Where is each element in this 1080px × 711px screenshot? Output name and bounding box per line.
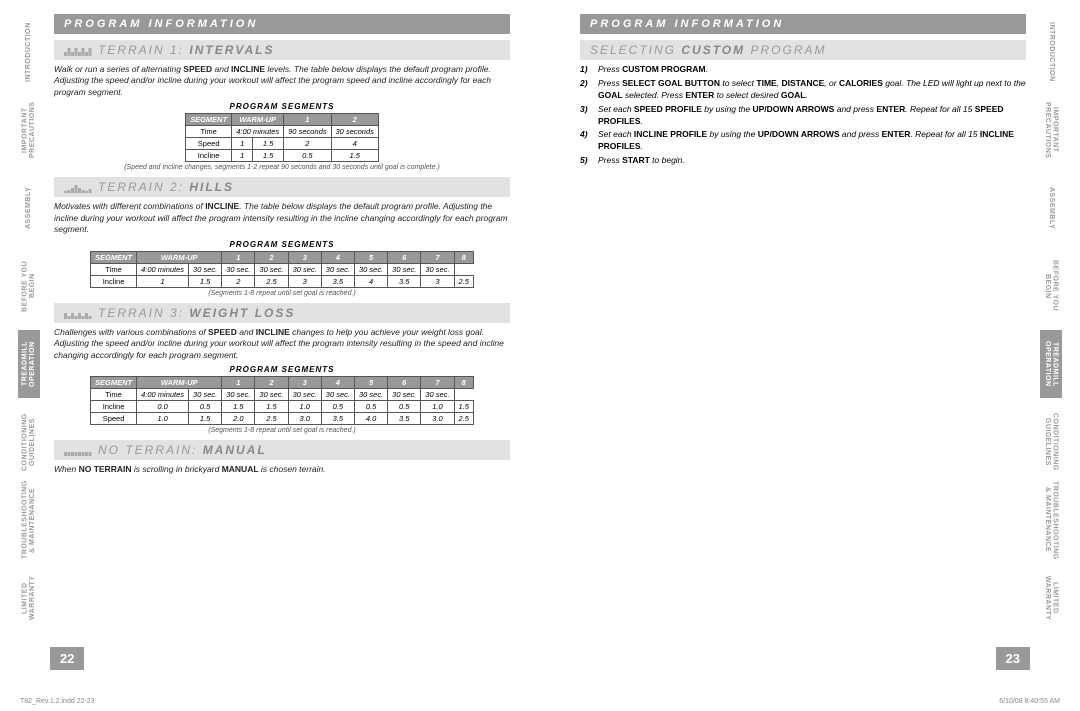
step-item: Set each SPEED PROFILE by using the UP/D… xyxy=(580,104,1026,128)
side-tab-assembly[interactable]: ASSEMBLY xyxy=(18,174,40,242)
section-terrain1: TERRAIN 1: INTERVALS xyxy=(54,40,510,60)
terrain3-title-bold: WEIGHT LOSS xyxy=(189,306,295,320)
manual-icon xyxy=(64,445,92,455)
side-tab-important-precautions[interactable]: IMPORTANT PRECAUTIONS xyxy=(18,96,40,164)
terrain1-body: Walk or run a series of alternating SPEE… xyxy=(54,64,510,98)
step-item: Press START to begin. xyxy=(580,155,1026,167)
side-tab-conditioning-guidelines[interactable]: CONDITIONING GUIDELINES xyxy=(1040,408,1062,476)
custom-title-suffix: PROGRAM xyxy=(750,43,826,57)
custom-steps: Press CUSTOM PROGRAM. Press SELECT GOAL B… xyxy=(580,64,1026,167)
section-custom: SELECTING CUSTOM PROGRAM xyxy=(580,40,1026,60)
terrain2-note: (Segments 1-8 repeat until set goal is r… xyxy=(54,290,510,297)
terrain3-body: Challenges with various combinations of … xyxy=(54,327,510,361)
noterrain-title-bold: MANUAL xyxy=(203,443,267,457)
side-tab-treadmill-operation[interactable]: TREADMILL OPERATION xyxy=(1040,330,1062,398)
noterrain-title-prefix: NO TERRAIN: xyxy=(98,443,197,457)
terrain2-seg-title: PROGRAM SEGMENTS xyxy=(54,240,510,249)
footer-left: T82_Rev.1.2.indd 22-23 xyxy=(20,698,95,705)
side-tab-limited-warranty[interactable]: LIMITED WARRANTY xyxy=(1040,564,1062,632)
side-tab-limited-warranty[interactable]: LIMITED WARRANTY xyxy=(18,564,40,632)
step-item: Set each INCLINE PROFILE by using the UP… xyxy=(580,129,1026,153)
step-item: Press CUSTOM PROGRAM. xyxy=(580,64,1026,76)
terrain2-title-bold: HILLS xyxy=(189,180,234,194)
intervals-icon xyxy=(64,45,92,55)
side-tabs-right: INTRODUCTION IMPORTANT PRECAUTIONS ASSEMBL… xyxy=(1040,18,1062,658)
side-tab-treadmill-operation[interactable]: TREADMILL OPERATION xyxy=(18,330,40,398)
terrain3-note: (Segments 1-8 repeat until set goal is r… xyxy=(54,427,510,434)
page-number-left: 22 xyxy=(50,647,84,670)
side-tabs-left: INTRODUCTION IMPORTANT PRECAUTIONS ASSEMBL… xyxy=(18,18,40,658)
side-tab-troubleshooting-maintenance[interactable]: TROUBLESHOOTING & MAINTENANCE xyxy=(1040,486,1062,554)
terrain3-title-prefix: TERRAIN 3: xyxy=(98,306,184,320)
terrain2-body: Motivates with different combinations of… xyxy=(54,201,510,235)
footer: T82_Rev.1.2.indd 22-23 6/10/08 8:40:55 A… xyxy=(20,698,1060,705)
terrain1-title-prefix: TERRAIN 1: xyxy=(98,43,184,57)
side-tab-important-precautions[interactable]: IMPORTANT PRECAUTIONS xyxy=(1040,96,1062,164)
side-tab-before-you-begin[interactable]: BEFORE YOU BEGIN xyxy=(1040,252,1062,320)
step-item: Press SELECT GOAL BUTTON to select TIME,… xyxy=(580,78,1026,102)
custom-title-prefix: SELECTING xyxy=(590,43,676,57)
side-tab-assembly[interactable]: ASSEMBLY xyxy=(1040,174,1062,242)
terrain3-seg-title: PROGRAM SEGMENTS xyxy=(54,365,510,374)
footer-right: 6/10/08 8:40:55 AM xyxy=(999,698,1060,705)
weight-loss-icon xyxy=(64,308,92,318)
terrain1-title-bold: INTERVALS xyxy=(189,43,274,57)
terrain3-table: SEGMENTWARM-UP12345678Time4:00 minutes30… xyxy=(90,376,474,425)
header-bar-left: PROGRAM INFORMATION xyxy=(54,14,510,34)
custom-title-bold: CUSTOM xyxy=(681,43,745,57)
terrain1-table: SEGMENTWARM-UP12Time4:00 minutes90 secon… xyxy=(185,113,379,162)
side-tab-conditioning-guidelines[interactable]: CONDITIONING GUIDELINES xyxy=(18,408,40,476)
side-tab-before-you-begin[interactable]: BEFORE YOU BEGIN xyxy=(18,252,40,320)
section-no-terrain: NO TERRAIN: MANUAL xyxy=(54,440,510,460)
terrain2-title-prefix: TERRAIN 2: xyxy=(98,180,184,194)
side-tab-troubleshooting-maintenance[interactable]: TROUBLESHOOTING & MAINTENANCE xyxy=(18,486,40,554)
terrain1-note: (Speed and Incline changes, segments 1-2… xyxy=(54,164,510,171)
noterrain-body: When NO TERRAIN is scrolling in brickyar… xyxy=(54,464,510,475)
terrain1-seg-title: PROGRAM SEGMENTS xyxy=(54,102,510,111)
section-terrain2: TERRAIN 2: HILLS xyxy=(54,177,510,197)
page-23: INTRODUCTION IMPORTANT PRECAUTIONS ASSEMBL… xyxy=(540,0,1080,690)
side-tab-introduction[interactable]: INTRODUCTION xyxy=(1040,18,1062,86)
terrain2-table: SEGMENTWARM-UP12345678Time4:00 minutes30… xyxy=(90,251,474,288)
page-number-right: 23 xyxy=(996,647,1030,670)
section-terrain3: TERRAIN 3: WEIGHT LOSS xyxy=(54,303,510,323)
header-bar-right: PROGRAM INFORMATION xyxy=(580,14,1026,34)
hills-icon xyxy=(64,182,92,192)
page-22: INTRODUCTION IMPORTANT PRECAUTIONS ASSEMBL… xyxy=(0,0,540,690)
side-tab-introduction[interactable]: INTRODUCTION xyxy=(18,18,40,86)
